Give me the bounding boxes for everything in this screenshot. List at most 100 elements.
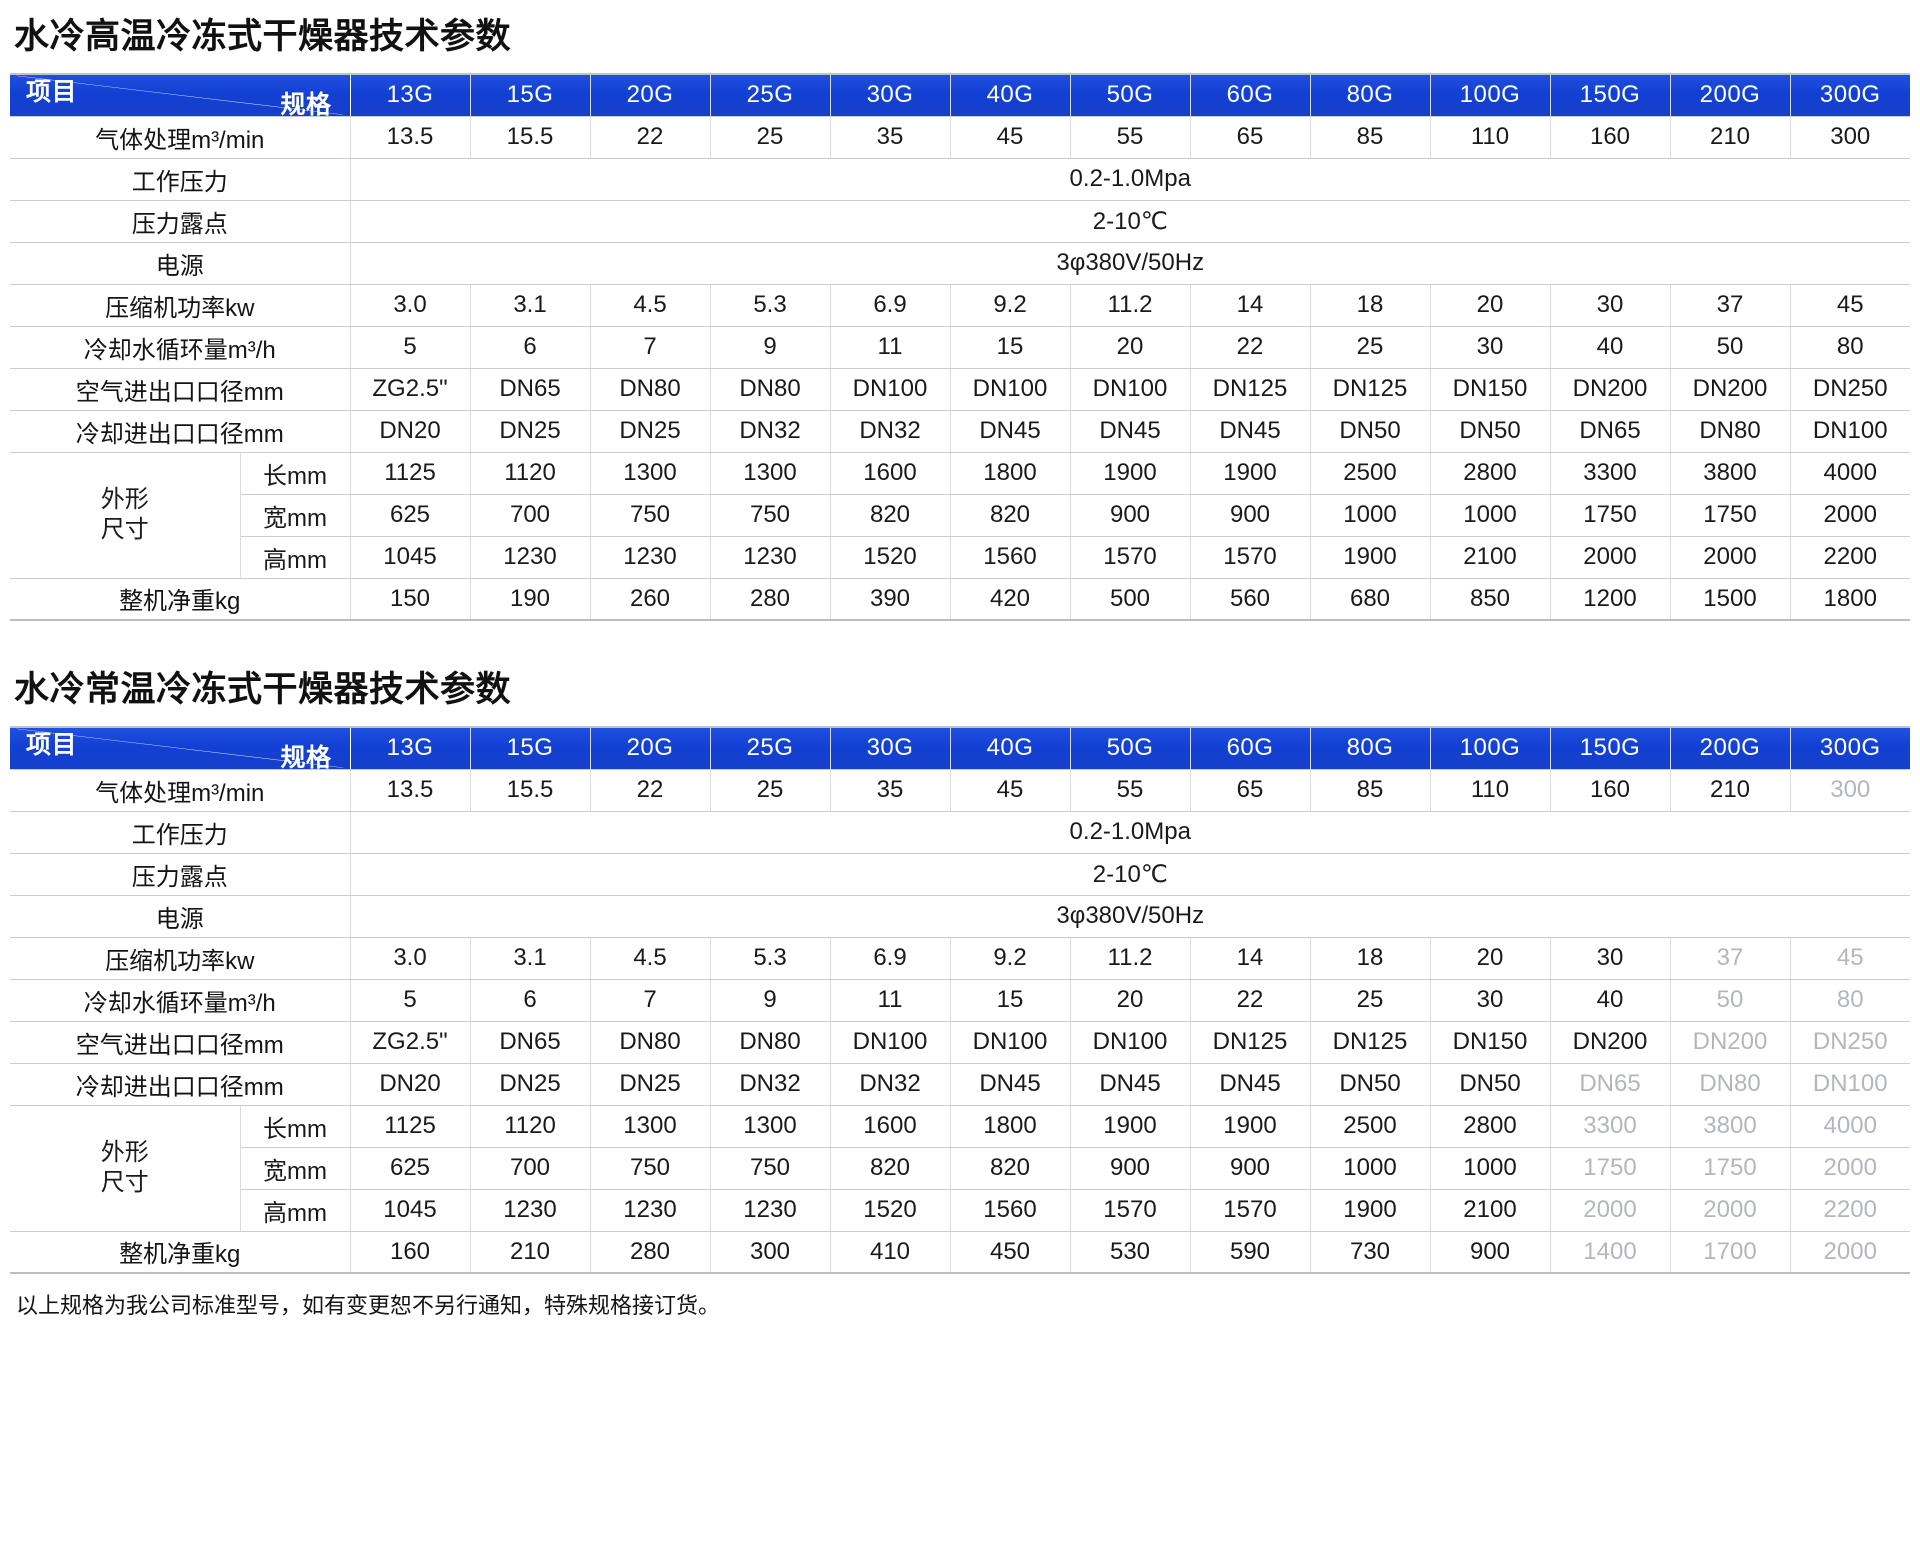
dimension-subrow-label: 长mm	[240, 1105, 351, 1148]
row-label: 冷却水循环量m³/h	[10, 326, 351, 369]
spec-table: 规格 项目 13G 15G 20G 25G 30G 40G 50G 60G 80G 100G 150G 2…	[10, 73, 1910, 621]
cell-value: 900	[1070, 494, 1191, 537]
cell-value: 1000	[1430, 1147, 1551, 1190]
cell-value: 1520	[830, 1189, 951, 1232]
cell-value: 2000	[1550, 1189, 1671, 1232]
cell-value: 1300	[590, 452, 711, 495]
cell-value: 40	[1550, 979, 1671, 1022]
dimension-group-label: 外形 尺寸	[10, 1105, 241, 1232]
row-label: 整机净重kg	[10, 578, 351, 621]
cell-value: 2500	[1310, 452, 1431, 495]
cell-value: 1570	[1190, 536, 1311, 579]
cell-value: DN100	[830, 1021, 951, 1064]
dimension-group-label-line1: 外形	[100, 1139, 149, 1166]
table-row: 外形 尺寸 长mm 1125 1120 1300 1300 1600 1800 1900 1900 2…	[10, 1105, 1910, 1232]
cell-value: 820	[830, 1147, 951, 1190]
cell-value: 11	[830, 326, 951, 369]
dimension-group-label-line2: 尺寸	[100, 516, 149, 543]
cell-value: 1600	[830, 452, 951, 495]
cell-value: 1000	[1310, 1147, 1431, 1190]
cell-value: 22	[1190, 326, 1311, 369]
model-header-100g: 100G	[1430, 726, 1551, 770]
cell-value: 15	[950, 979, 1071, 1022]
cell-value: 45	[1790, 937, 1910, 980]
cell-value: 560	[1190, 578, 1311, 621]
cell-value: 2800	[1430, 1105, 1551, 1148]
table-row: 工作压力 0.2-1.0Mpa	[10, 811, 1910, 854]
model-header-200g: 200G	[1670, 73, 1791, 117]
table-row: 高mm 1045 1230 1230 1230 1520 1560 1570 1570 1900 2…	[10, 1189, 1910, 1232]
cell-value: DN65	[470, 368, 591, 411]
cell-value: 160	[1550, 769, 1671, 812]
row-label: 冷却水循环量m³/h	[10, 979, 351, 1022]
row-merged-value: 3φ380V/50Hz	[350, 895, 1910, 938]
cell-value: 25	[710, 116, 831, 159]
section-title: 水冷常温冷冻式干燥器技术参数	[14, 670, 512, 709]
cell-value: 30	[1550, 937, 1671, 980]
cell-value: 15.5	[470, 116, 591, 159]
model-header-50g: 50G	[1070, 73, 1191, 117]
table-row: 空气进出口口径mm ZG2.5" DN65 DN80 DN80 DN100 DN100 DN1…	[10, 1021, 1910, 1064]
cell-value: 1560	[950, 1189, 1071, 1232]
row-merged-value: 2-10℃	[350, 200, 1910, 243]
cell-value: 2000	[1790, 494, 1910, 537]
model-header-300g: 300G	[1790, 73, 1910, 117]
row-label: 气体处理m³/min	[10, 769, 351, 812]
cell-value: DN80	[1670, 1063, 1791, 1106]
row-label: 冷却进出口口径mm	[10, 1063, 351, 1106]
cell-value: 20	[1070, 979, 1191, 1022]
row-label: 气体处理m³/min	[10, 116, 351, 159]
cell-value: 20	[1430, 937, 1551, 980]
cell-value: 1900	[1190, 1105, 1311, 1148]
row-label: 整机净重kg	[10, 1231, 351, 1274]
cell-value: DN32	[710, 1063, 831, 1106]
cell-value: DN32	[830, 410, 951, 453]
cell-value: 530	[1070, 1231, 1191, 1274]
cell-value: 55	[1070, 116, 1191, 159]
dimension-subrow-label: 高mm	[240, 1189, 351, 1232]
cell-value: 1750	[1670, 1147, 1791, 1190]
cell-value: DN100	[1070, 368, 1191, 411]
cell-value: 700	[470, 494, 591, 537]
cell-value: DN65	[1550, 1063, 1671, 1106]
cell-value: 160	[350, 1231, 471, 1274]
model-header-15g: 15G	[470, 73, 591, 117]
spec-sections: 水冷高温冷冻式干燥器技术参数 规格 项目 13G 15G 20G 25G 30G 40G 50G 6…	[10, 8, 1910, 1274]
cell-value: 300	[1790, 769, 1910, 812]
cell-value: 900	[1190, 494, 1311, 537]
header-corner-cell: 规格 项目	[10, 726, 351, 770]
cell-value: 210	[1670, 769, 1791, 812]
header-corner-cell: 规格 项目	[10, 73, 351, 117]
diagonal-divider-icon	[10, 729, 349, 768]
cell-value: 85	[1310, 769, 1431, 812]
spec-section: 水冷常温冷冻式干燥器技术参数 规格 项目 13G 15G 20G 25G 30G 40G 50G 6…	[10, 661, 1910, 1274]
header-item-label: 项目	[26, 730, 78, 759]
row-label: 电源	[10, 895, 351, 938]
cell-value: 2100	[1430, 536, 1551, 579]
cell-value: 750	[590, 494, 711, 537]
cell-value: 5.3	[710, 937, 831, 980]
cell-value: 300	[710, 1231, 831, 1274]
cell-value: 4.5	[590, 937, 711, 980]
cell-value: 14	[1190, 937, 1311, 980]
cell-value: 210	[1670, 116, 1791, 159]
cell-value: 210	[470, 1231, 591, 1274]
cell-value: 1045	[350, 1189, 471, 1232]
cell-value: 1230	[470, 536, 591, 579]
header-item-label: 项目	[26, 77, 78, 106]
cell-value: 1125	[350, 452, 471, 495]
cell-value: 750	[590, 1147, 711, 1190]
cell-value: 750	[710, 1147, 831, 1190]
cell-value: 7	[590, 326, 711, 369]
cell-value: DN32	[710, 410, 831, 453]
dimension-subrow-label: 宽mm	[240, 494, 351, 537]
cell-value: 1570	[1070, 1189, 1191, 1232]
cell-value: 25	[1310, 326, 1431, 369]
cell-value: 390	[830, 578, 951, 621]
header-spec-label: 规格	[280, 744, 332, 769]
row-merged-value: 2-10℃	[350, 853, 1910, 896]
cell-value: 1900	[1310, 1189, 1431, 1232]
cell-value: 450	[950, 1231, 1071, 1274]
cell-value: 160	[1550, 116, 1671, 159]
cell-value: DN32	[830, 1063, 951, 1106]
